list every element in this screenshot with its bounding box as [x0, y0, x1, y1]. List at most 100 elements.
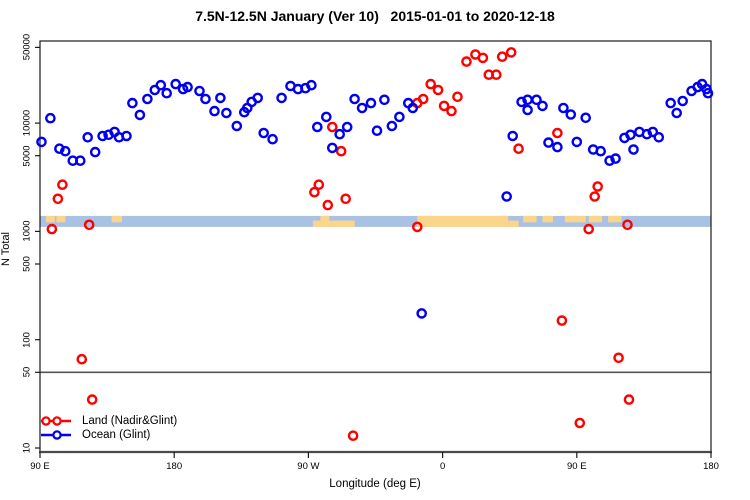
data-point-ocean: [677, 95, 689, 107]
data-point-land: [335, 145, 347, 157]
legend: Land (Nadir&Glint) Ocean (Glint): [40, 414, 177, 442]
x-tick-label: 0: [439, 461, 446, 472]
map-strip-land-segment: [564, 215, 586, 223]
data-point-ocean: [571, 136, 583, 148]
data-point-ocean: [142, 93, 153, 105]
data-point-ocean: [161, 87, 172, 99]
data-point-land: [86, 394, 98, 405]
data-point-land: [574, 417, 586, 429]
data-point-land: [432, 84, 444, 96]
data-point-ocean: [522, 104, 533, 116]
data-point-land: [556, 315, 568, 326]
map-strip-land-segment: [542, 215, 553, 223]
data-point-land: [513, 143, 524, 154]
legend-label-land: Land (Nadir&Glint): [82, 414, 178, 427]
map-strip-land-segment: [417, 215, 509, 227]
data-point-land: [490, 69, 502, 80]
data-point-land: [347, 430, 359, 442]
map-strip-land-segment: [608, 215, 622, 223]
land-swatch-icon: [41, 416, 71, 426]
data-point-ocean: [647, 126, 659, 138]
y-tick-label: 10: [21, 442, 33, 454]
data-point-ocean: [194, 85, 205, 97]
data-point-ocean: [507, 130, 519, 142]
data-point-land: [340, 193, 352, 205]
data-point-ocean: [45, 112, 56, 124]
data-point-ocean: [231, 120, 243, 132]
data-point-land: [583, 223, 595, 235]
data-point-ocean: [407, 102, 419, 114]
data-points-layer: [36, 47, 714, 442]
data-point-ocean: [334, 128, 346, 140]
data-point-ocean: [252, 92, 264, 104]
data-point-ocean: [267, 133, 278, 145]
data-point-ocean: [209, 105, 220, 117]
data-point-ocean: [75, 155, 86, 166]
data-point-ocean: [320, 111, 332, 123]
x-tick-label: 90 W: [297, 461, 320, 472]
data-point-ocean: [537, 100, 548, 112]
data-point-ocean: [552, 141, 563, 153]
data-point-ocean: [306, 79, 317, 91]
data-point-ocean: [580, 112, 592, 124]
x-axis-title: Longitude (deg E): [329, 478, 421, 490]
y-tick-label: 1000: [21, 220, 33, 242]
data-point-ocean: [386, 120, 398, 132]
data-point-land: [496, 51, 508, 63]
data-point-ocean: [311, 121, 323, 133]
data-point-ocean: [326, 142, 338, 154]
data-point-land: [623, 394, 635, 405]
data-point-ocean: [702, 87, 714, 99]
data-point-land: [411, 221, 423, 233]
data-point-land: [309, 186, 320, 198]
data-point-land: [438, 100, 450, 112]
data-point-ocean: [653, 131, 665, 143]
data-point-ocean: [416, 308, 428, 319]
data-point-ocean: [155, 79, 167, 91]
data-point-land: [592, 181, 604, 192]
map-strip-land-segment: [111, 215, 123, 223]
map-strip-land-segment: [588, 215, 603, 223]
data-point-ocean: [671, 107, 683, 119]
y-tick-label: 5000: [21, 145, 33, 167]
y-tick-label: 500: [21, 256, 33, 272]
data-point-ocean: [127, 97, 138, 109]
data-point-land: [83, 219, 95, 231]
data-point-ocean: [371, 125, 383, 136]
y-tick-label: 100: [21, 331, 33, 348]
data-point-land: [622, 219, 633, 231]
data-point-ocean: [36, 136, 47, 148]
data-point-ocean: [82, 131, 93, 143]
data-point-ocean: [595, 145, 607, 157]
data-point-ocean: [221, 107, 232, 119]
data-point-land: [322, 199, 334, 211]
data-point-ocean: [516, 96, 527, 108]
map-strip-land-segment: [56, 215, 66, 223]
data-point-ocean: [134, 109, 146, 121]
map-strip-land-segment: [312, 220, 333, 227]
data-point-ocean: [121, 130, 132, 142]
data-point-ocean: [170, 78, 181, 90]
data-point-ocean: [641, 128, 653, 140]
map-strip-land-segment: [523, 215, 537, 223]
map-strip-land-segment: [332, 220, 355, 227]
x-tick-label: 180: [166, 461, 183, 472]
data-point-ocean: [531, 94, 542, 106]
data-point-ocean: [625, 129, 636, 141]
ocean-swatch-icon: [41, 430, 71, 440]
map-strip-ocean: [40, 215, 711, 227]
data-point-land: [57, 179, 68, 190]
data-point-ocean: [558, 102, 569, 114]
map-strip-layer: [40, 215, 711, 227]
data-point-land: [589, 191, 601, 202]
data-point-ocean: [610, 153, 621, 164]
data-point-ocean: [365, 97, 377, 109]
data-point-ocean: [341, 121, 353, 133]
map-strip-land-segment: [45, 215, 55, 223]
data-point-ocean: [394, 111, 405, 123]
data-point-ocean: [356, 102, 368, 114]
x-tick-label: 90 E: [30, 461, 50, 472]
data-point-ocean: [97, 130, 108, 142]
